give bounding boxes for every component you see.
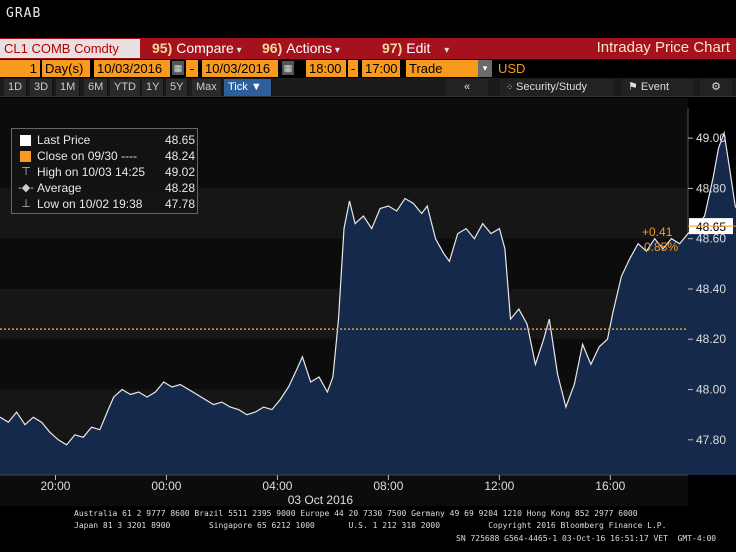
footer: Australia 61 2 9777 8600 Brazil 5511 239… (0, 506, 736, 552)
tab-3d[interactable]: 3D (30, 79, 54, 96)
x-axis: 20:00 00:00 04:00 08:00 12:00 16:00 (0, 474, 688, 493)
period-unit-select[interactable]: Day(s) (42, 60, 90, 77)
command-bar: CL1 COMB Comdty 95) Compare ▾ 96) Actions … (0, 38, 736, 59)
y-tick-label: 48.00 (696, 383, 726, 397)
start-date-input[interactable]: 10/03/2016 (94, 60, 170, 77)
tab-5y[interactable]: 5Y (166, 79, 189, 96)
price-area (0, 133, 736, 475)
x-tick-label: 20:00 (40, 479, 70, 493)
square-icon (20, 135, 31, 146)
tab-1d[interactable]: 1D (4, 79, 28, 96)
tab-tick[interactable]: Tick ▼ (224, 79, 272, 96)
x-tick-label: 00:00 (151, 479, 181, 493)
average-marker-icon: -◆- (18, 182, 34, 194)
x-tick-label: 04:00 (262, 479, 292, 493)
x-tick-label: 12:00 (484, 479, 514, 493)
calendar-icon[interactable]: ▦ (172, 61, 184, 75)
dotted-add-icon: ⁘ (506, 82, 517, 92)
parameter-bar: 1 Day(s) 10/03/2016 ▦ - 10/03/2016 ▦ 18:… (0, 59, 736, 78)
date-label: 03 Oct 2016 (288, 493, 354, 506)
title-bar: GRAB (0, 0, 736, 38)
legend-item-high: ⊤ High on 10/03 14:25 49.02 (12, 165, 199, 180)
chevron-down-icon[interactable]: ▾ (478, 60, 492, 77)
legend-item-average: -◆- Average 48.28 (18, 181, 195, 195)
y-tick-label: 47.80 (696, 433, 726, 447)
tab-6m[interactable]: 6M (84, 79, 109, 96)
footer-contacts-2: Japan 81 3 3201 8900 Singapore 65 6212 1… (74, 521, 667, 530)
y-tick-label: 48.40 (696, 282, 726, 296)
legend-item-last-price: Last Price 48.65 (12, 133, 199, 148)
edit-button[interactable]: 97) Edit ▾ (382, 40, 450, 56)
y-tick-label: 48.60 (696, 232, 726, 246)
tab-1y[interactable]: 1Y (142, 79, 165, 96)
x-tick-label: 08:00 (373, 479, 403, 493)
change-percent: 0.85% (644, 240, 678, 254)
y-tick-label: 48.80 (696, 181, 726, 195)
actions-button[interactable]: 96) Actions ▾ (262, 40, 340, 56)
chevron-down-icon: ▼ (250, 81, 262, 93)
tab-max[interactable]: Max (192, 79, 222, 96)
high-marker-icon: ⊤ (21, 166, 31, 178)
square-icon (20, 151, 31, 162)
security-field[interactable]: CL1 COMB Comdty (0, 39, 140, 58)
last-price-value: 48.65 (696, 220, 726, 234)
flag-icon: ⚑ (628, 81, 641, 93)
security-study-button[interactable]: ⁘ Security/Study (500, 79, 614, 96)
footer-serial: SN 725688 G564-4465-1 03-Oct-16 16:51:17… (456, 534, 717, 543)
y-tick-label: 48.20 (696, 332, 726, 346)
range-tabs: 1D 3D 1M 6M YTD 1Y 5Y Max Tick ▼ « ⁘ Sec… (0, 78, 736, 97)
compare-button[interactable]: 95) Compare ▾ (152, 40, 242, 56)
price-chart[interactable]: 47.80 48.00 48.20 48.40 48.60 48.80 49.00 20:0… (0, 98, 736, 506)
low-marker-icon: ⊥ (21, 198, 31, 210)
date-separator: - (186, 60, 198, 77)
change-absolute: +0.41 (642, 225, 673, 239)
legend[interactable]: Last Price 48.65 Close on 09/30 ---- 48.… (11, 128, 198, 214)
settings-button[interactable]: ⚙ (700, 79, 732, 96)
period-count-input[interactable]: 1 (0, 60, 40, 77)
tab-ytd[interactable]: YTD (110, 79, 141, 96)
tab-1m[interactable]: 1M (56, 79, 81, 96)
event-button[interactable]: ⚑ Event (622, 79, 694, 96)
currency-label[interactable]: USD (498, 61, 526, 76)
x-tick-label: 16:00 (595, 479, 625, 493)
chart-title: Intraday Price Chart (596, 39, 730, 56)
double-chevron-left-icon: « (463, 81, 471, 93)
calendar-icon[interactable]: ▦ (282, 61, 294, 75)
field-select[interactable]: Trade (406, 60, 478, 77)
legend-item-low: ⊥ Low on 10/02 19:38 47.78 (12, 197, 199, 212)
gear-icon: ⚙ (711, 81, 721, 93)
legend-item-close: Close on 09/30 ---- 48.24 (12, 149, 199, 164)
time-separator: - (348, 60, 358, 77)
start-time-input[interactable]: 18:00 (306, 60, 346, 77)
footer-contacts: Australia 61 2 9777 8600 Brazil 5511 239… (74, 509, 638, 518)
end-time-input[interactable]: 17:00 (362, 60, 400, 77)
end-date-input[interactable]: 10/03/2016 (202, 60, 278, 77)
back-button[interactable]: « (446, 79, 488, 96)
y-tick-label: 49.00 (696, 131, 726, 145)
window-title: GRAB (6, 6, 42, 21)
y-axis: 47.80 48.00 48.20 48.40 48.60 48.80 49.00 (688, 131, 726, 447)
